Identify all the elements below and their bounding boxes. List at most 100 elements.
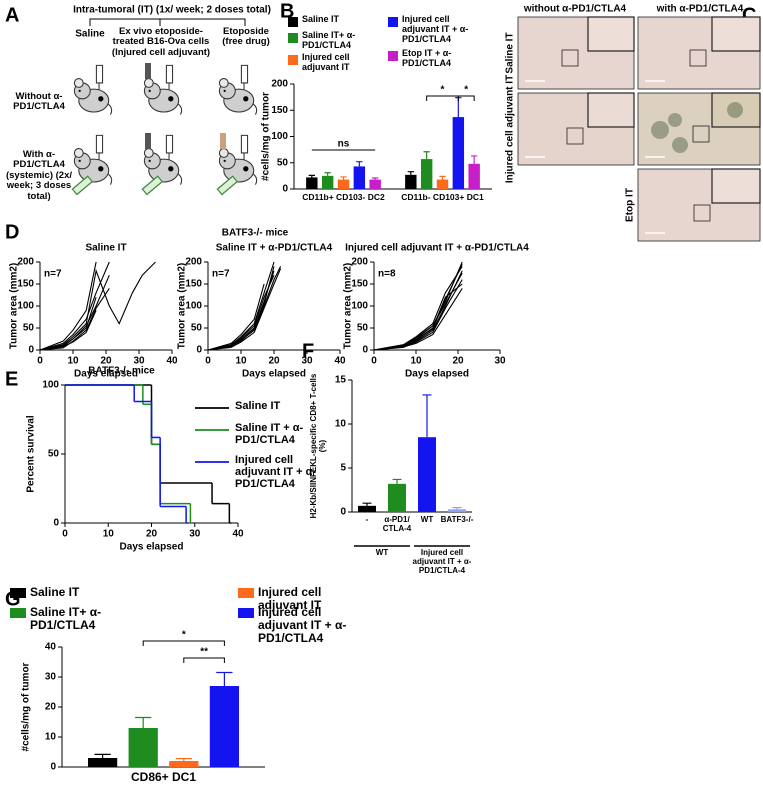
x-tick-label: 30 bbox=[133, 356, 145, 367]
error-bar bbox=[175, 758, 192, 761]
x-tick-label: 0 bbox=[371, 356, 377, 367]
bar bbox=[418, 437, 436, 512]
legend-swatch bbox=[10, 608, 26, 618]
x-tick-label: CD11b+ CD103- DC2 bbox=[302, 193, 385, 202]
y-tick-label: 0 bbox=[362, 345, 368, 356]
legend-label: Injured cell adjuvant IT + α-PD1/CTLA4 bbox=[258, 606, 347, 646]
bar bbox=[209, 686, 240, 767]
x-tick-label: 30 bbox=[494, 356, 506, 367]
mouse-illustrations bbox=[71, 63, 258, 196]
y-axis-label: Tumor area (mm2) bbox=[9, 263, 20, 350]
bar bbox=[321, 175, 334, 189]
error-bar bbox=[216, 671, 233, 686]
x-tick-label-box: CD11b+ CD103- DC2 bbox=[302, 193, 385, 202]
x-tick-label: α-PD1/ CTLA-4 bbox=[382, 516, 412, 533]
legend-label-box: Saline IT + α-PD1/CTLA4 bbox=[235, 422, 303, 446]
error-bar bbox=[340, 176, 347, 180]
tumor-growth-line bbox=[39, 261, 110, 351]
bar bbox=[436, 179, 449, 189]
column-label: with α-PD1/CTLA4 bbox=[656, 4, 744, 15]
y-tick-label: 50 bbox=[277, 157, 289, 168]
x-tick-label: 10 bbox=[410, 356, 422, 367]
legend-label-box: Injured cell adjuvant IT + α-PD1/CTLA4 bbox=[258, 606, 347, 646]
x-tick-label: 0 bbox=[62, 529, 68, 540]
panel-a-header: Intra-tumoral (IT) (1x/ week; 2 doses to… bbox=[73, 5, 271, 16]
y-tick-label: 100 bbox=[17, 301, 34, 312]
x-tick-label: 0 bbox=[37, 356, 43, 367]
legend-label: Saline IT bbox=[302, 15, 340, 24]
row-label: With α-PD1/CTLA4 (systemic) (2x/ week; 3… bbox=[5, 150, 72, 202]
legend-label-box: Saline IT bbox=[30, 586, 80, 599]
row-label-box: Without α-PD1/CTLA4 bbox=[13, 92, 65, 113]
tumor-growth-line bbox=[373, 272, 463, 351]
legend-label: Injured cell adjuvant IT + α-PD1/CTLA4 bbox=[235, 454, 317, 491]
legend-label-box: Etop IT + α-PD1/CTLA4 bbox=[402, 49, 451, 68]
legend-swatch bbox=[288, 17, 298, 27]
y-tick-label: 150 bbox=[271, 105, 288, 116]
y-tick-label: 150 bbox=[351, 279, 368, 290]
x-tick-label-box: CD86+ DC1 bbox=[130, 771, 197, 784]
legend-label: Injured cell adjuvant IT bbox=[302, 53, 350, 72]
bar bbox=[358, 505, 376, 512]
y-tick-label: 50 bbox=[48, 449, 60, 460]
bar bbox=[169, 761, 199, 767]
bar bbox=[452, 117, 465, 189]
y-tick-label: 0 bbox=[53, 518, 59, 529]
x-tick-label: CD86+ DC1 bbox=[130, 771, 197, 784]
chart-title: BATF3-/- mice bbox=[88, 366, 155, 377]
bar bbox=[306, 177, 318, 189]
y-axis-label: Tumor area (mm2) bbox=[343, 263, 354, 350]
y-tick-label: 0 bbox=[50, 762, 56, 773]
sample-size: n=7 bbox=[44, 269, 62, 280]
error-bar bbox=[439, 175, 446, 180]
legend-swatch bbox=[288, 33, 298, 43]
bar bbox=[337, 179, 350, 189]
legend-label: Saline IT+ α-PD1/CTLA4 bbox=[302, 31, 356, 50]
legend-label: Injured cell adjuvant IT bbox=[258, 586, 322, 613]
y-tick-label: 40 bbox=[45, 642, 57, 653]
bar bbox=[87, 758, 118, 767]
group-label: Injured cell adjuvant IT + α-PD1/CTLA-4 bbox=[412, 549, 472, 575]
x-tick-label: 40 bbox=[166, 356, 178, 367]
header-bracket bbox=[89, 18, 246, 26]
error-bar bbox=[308, 174, 315, 178]
row-label: Without α-PD1/CTLA4 bbox=[13, 92, 65, 113]
legend-swatch bbox=[238, 608, 254, 618]
sample-size: n=7 bbox=[212, 269, 230, 280]
legend-label-box: Saline IT+ α-PD1/CTLA4 bbox=[30, 606, 101, 632]
y-axis-label: Tumor area (mm2) bbox=[177, 263, 188, 350]
tumor-growth-line bbox=[373, 263, 463, 351]
legend-label-box: Injured cell adjuvant IT bbox=[258, 586, 322, 613]
significance-label: * bbox=[464, 85, 468, 96]
tumor-growth-line bbox=[39, 274, 110, 351]
x-tick-label: 0 bbox=[205, 356, 211, 367]
y-tick-label: 200 bbox=[271, 79, 288, 90]
panel-title: BATF3-/- mice bbox=[222, 228, 289, 239]
row-label: Etop IT bbox=[625, 188, 636, 222]
x-tick-label: WT bbox=[420, 516, 434, 524]
group-label-box: Ex vivo etoposide-treated B16-Ova cells … bbox=[112, 27, 210, 58]
panel-letter: F bbox=[302, 340, 314, 362]
y-tick-label: 100 bbox=[351, 301, 368, 312]
x-tick-label-box: CD11b- CD103+ DC1 bbox=[401, 193, 483, 202]
legend-label: Injured cell adjuvant IT + α-PD1/CTLA4 bbox=[402, 15, 469, 44]
y-tick-label: 50 bbox=[191, 323, 203, 334]
x-tick-label: - bbox=[365, 516, 369, 524]
panel-letter: E bbox=[5, 368, 18, 390]
y-tick-label: 0 bbox=[196, 345, 202, 356]
error-bar bbox=[94, 753, 111, 758]
significance-label: * bbox=[441, 85, 445, 96]
legend-swatch bbox=[238, 588, 254, 598]
tumor-growth-line bbox=[39, 288, 110, 351]
legend-label: Saline IT bbox=[30, 586, 80, 599]
legend-label-box: Saline IT+ α-PD1/CTLA4 bbox=[302, 31, 356, 50]
x-axis-label: Days elapsed bbox=[242, 369, 306, 380]
legend-label-box: Injured cell adjuvant IT + α-PD1/CTLA4 bbox=[235, 454, 317, 491]
y-tick-label: 100 bbox=[42, 380, 59, 391]
x-tick-label-box: α-PD1/ CTLA-4 bbox=[382, 516, 412, 533]
significance-label: ** bbox=[200, 647, 208, 658]
error-bar bbox=[407, 171, 414, 175]
y-tick-label: 30 bbox=[45, 672, 57, 683]
tumor-growth-line bbox=[373, 288, 463, 351]
legend-label-box: Saline IT bbox=[302, 15, 340, 24]
